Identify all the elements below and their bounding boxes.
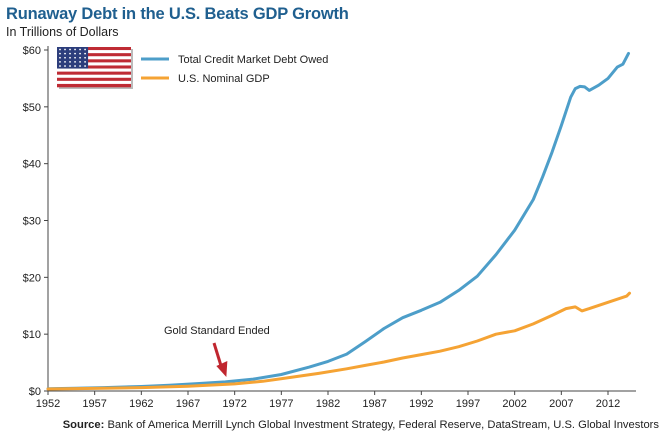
flag-star <box>74 56 76 59</box>
series-line-nominal-gdp <box>46 291 631 391</box>
x-tick-label: 2002 <box>502 398 526 410</box>
x-tick-label: 1972 <box>222 398 246 410</box>
flag-stripe <box>57 71 131 75</box>
flag-star <box>84 48 86 51</box>
flag-star <box>79 65 81 67</box>
flag-star <box>79 56 81 59</box>
y-tick-label: $40 <box>23 159 41 171</box>
flag-star <box>59 56 61 59</box>
x-tick-label: 1952 <box>36 398 60 410</box>
flag-stripe <box>57 53 131 57</box>
flag-stripe <box>57 83 131 88</box>
legend-label: Total Credit Market Debt Owed <box>178 54 328 66</box>
flag-star <box>74 61 76 63</box>
flag-star <box>79 48 81 51</box>
flag-star <box>84 65 86 67</box>
flag-star <box>79 61 81 63</box>
flag-star <box>64 65 66 67</box>
flag-star <box>79 52 81 55</box>
chart-lines <box>46 51 631 391</box>
series-line-credit-debt <box>46 51 630 391</box>
y-tick-label: $30 <box>23 216 41 228</box>
flag-stripe <box>57 80 131 85</box>
x-tick-label: 1997 <box>456 398 480 410</box>
y-tick-label: $10 <box>23 329 41 341</box>
flag-star <box>59 48 61 51</box>
chart-legend: Total Credit Market Debt Owed U.S. Nomina… <box>141 54 328 85</box>
flag-stripe <box>57 59 131 63</box>
flag-stripe <box>57 74 131 79</box>
flag-star <box>74 48 76 51</box>
flag-star <box>64 48 66 51</box>
flag-stripe <box>57 68 131 72</box>
flag-star <box>59 61 61 63</box>
source-label: Source: <box>62 419 105 431</box>
flag-star <box>69 61 71 63</box>
chart-axes: $0 $10 $20 $30 $40 $50 $60 1952 1957 1962 1967 1972… <box>23 45 636 410</box>
y-tick-label: $50 <box>23 102 41 114</box>
flag-star <box>84 61 86 63</box>
chart-subtitle: In Trillions of Dollars <box>6 25 119 39</box>
x-tick-label: 2007 <box>549 398 573 410</box>
flag-stripe <box>57 65 131 69</box>
us-flag-icon <box>57 47 133 89</box>
legend-label: U.S. Nominal GDP <box>178 73 270 85</box>
y-tick-label: $20 <box>23 272 41 284</box>
y-tick-label: $60 <box>23 45 41 57</box>
x-tick-label: 1957 <box>82 398 106 410</box>
source-note: Source: Bank of America Merrill Lynch Gl… <box>63 419 659 431</box>
y-tick-label: $0 <box>29 386 41 398</box>
x-tick-label: 1977 <box>269 398 293 410</box>
flag-stripe <box>57 62 131 66</box>
x-tick-label: 1962 <box>129 398 153 410</box>
flag-stripe <box>57 77 131 82</box>
flag-stripe <box>57 47 131 51</box>
chart-annotation: Gold Standard Ended <box>164 325 270 377</box>
chart-title: Runaway Debt in the U.S. Beats GDP Growt… <box>6 5 349 23</box>
flag-star <box>84 56 86 59</box>
flag-star <box>64 61 66 63</box>
x-tick-label: 1982 <box>316 398 340 410</box>
flag-star <box>64 52 66 55</box>
flag-stripe <box>57 50 131 54</box>
x-tick-label: 1967 <box>176 398 200 410</box>
x-tick-label: 2012 <box>596 398 620 410</box>
source-text: Bank of America Merrill Lynch Global Inv… <box>107 419 659 431</box>
flag-star <box>64 56 66 59</box>
flag-star <box>69 65 71 67</box>
flag-stripe <box>57 56 131 60</box>
flag-star <box>69 48 71 51</box>
flag-canton <box>57 47 89 69</box>
annotation-arrow-head <box>216 361 228 377</box>
flag-star <box>69 56 71 59</box>
flag-star <box>74 65 76 67</box>
flag-star <box>69 52 71 55</box>
x-tick-label: 1992 <box>409 398 433 410</box>
flag-star <box>74 52 76 55</box>
flag-star <box>59 52 61 55</box>
x-tick-label: 1987 <box>362 398 386 410</box>
flag-star <box>84 52 86 55</box>
annotation-label: Gold Standard Ended <box>164 325 270 337</box>
flag-star <box>59 65 61 67</box>
